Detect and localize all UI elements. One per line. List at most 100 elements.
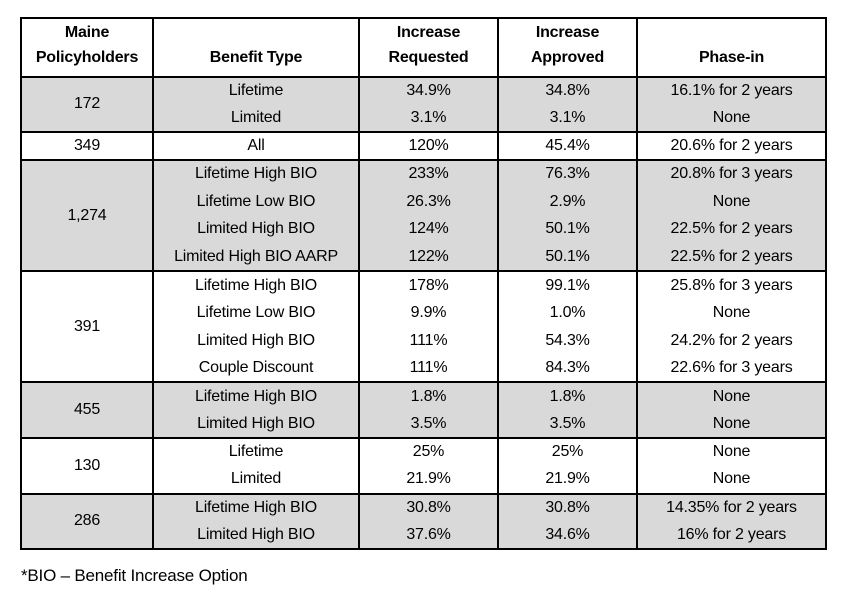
policyholders-cell: 286 <box>20 493 154 550</box>
phase-in-cell: 14.35% for 2 years <box>636 493 827 522</box>
increase-requested-cell: 37.6% <box>358 521 499 550</box>
policyholders-cell: 455 <box>20 382 154 438</box>
increase-approved-cell: 99.1% <box>497 271 638 299</box>
table-row: Limited 3.1% 3.1% None <box>21 104 827 133</box>
increase-requested-cell: 34.9% <box>358 76 499 105</box>
table-row: Limited High BIO 3.5% 3.5% None <box>21 410 827 438</box>
increase-requested-cell: 3.5% <box>358 410 499 438</box>
phase-in-cell: None <box>636 382 827 411</box>
table-row: 1,274 Lifetime High BIO 233% 76.3% 20.8% for… <box>20 159 827 272</box>
increase-requested-cell: 111% <box>358 326 499 355</box>
table-row: 172 Lifetime 34.9% 34.8% 16.1% for 2 years <box>20 76 827 133</box>
increase-approved-cell: 76.3% <box>497 159 638 188</box>
benefit-type-cell: Lifetime <box>152 76 360 105</box>
table-row: Limited 21.9% 21.9% None <box>21 465 827 494</box>
table-row: Couple Discount 111% 84.3% 22.6% for 3 year… <box>21 354 827 383</box>
table-row: Limited High BIO 37.6% 34.6% 16% for 2 year… <box>21 521 827 550</box>
benefit-type-cell: Couple Discount <box>152 354 360 383</box>
policyholder-group: 130 Lifetime 25% 25% None Limited 21.9% 21.9% No… <box>20 437 827 494</box>
increase-approved-cell: 45.4% <box>497 132 638 160</box>
col-header-benefit-type: Benefit Type <box>152 17 360 78</box>
phase-in-cell: 20.8% for 3 years <box>636 159 827 188</box>
increase-requested-cell: 9.9% <box>358 298 499 327</box>
table-header: Maine Policyholders Benefit Type Increase Re… <box>20 17 827 78</box>
increase-requested-cell: 26.3% <box>358 187 499 216</box>
benefit-type-cell: Lifetime <box>152 437 360 466</box>
benefit-type-cell: Lifetime High BIO <box>152 159 360 188</box>
increase-approved-cell: 25% <box>497 437 638 466</box>
phase-in-cell: None <box>636 465 827 494</box>
benefit-type-cell: Lifetime High BIO <box>152 382 360 411</box>
increase-requested-cell: 25% <box>358 437 499 466</box>
increase-approved-cell: 84.3% <box>497 354 638 383</box>
benefit-type-cell: Lifetime Low BIO <box>152 298 360 327</box>
policyholders-cell: 172 <box>20 76 154 133</box>
increase-approved-cell: 50.1% <box>497 243 638 272</box>
benefit-type-cell: Limited <box>152 465 360 494</box>
phase-in-cell: None <box>636 410 827 438</box>
benefit-type-cell: Lifetime High BIO <box>152 271 360 299</box>
increase-approved-cell: 54.3% <box>497 326 638 355</box>
policyholder-group: 391 Lifetime High BIO 178% 99.1% 25.8% for 3… <box>20 271 827 383</box>
col-header-phase-in: Phase-in <box>636 17 827 78</box>
table-row: Lifetime Low BIO 9.9% 1.0% None <box>21 298 827 327</box>
increase-approved-cell: 3.1% <box>497 104 638 133</box>
increase-requested-cell: 233% <box>358 159 499 188</box>
increase-requested-cell: 3.1% <box>358 104 499 133</box>
rate-increase-table: Maine Policyholders Benefit Type Increase Re… <box>20 17 827 551</box>
phase-in-cell: 16.1% for 2 years <box>636 76 827 105</box>
increase-requested-cell: 111% <box>358 354 499 383</box>
table-row: 349 All 120% 45.4% 20.6% for 2 years <box>20 132 827 160</box>
policyholder-group: 286 Lifetime High BIO 30.8% 30.8% 14.35% for… <box>20 493 827 550</box>
phase-in-cell: 22.5% for 2 years <box>636 243 827 272</box>
increase-requested-cell: 1.8% <box>358 382 499 411</box>
increase-approved-cell: 21.9% <box>497 465 638 494</box>
policyholders-cell: 349 <box>20 132 154 160</box>
benefit-type-cell: Limited High BIO AARP <box>152 243 360 272</box>
table-row: 286 Lifetime High BIO 30.8% 30.8% 14.35% for… <box>20 493 827 550</box>
phase-in-cell: 22.6% for 3 years <box>636 354 827 383</box>
phase-in-cell: None <box>636 298 827 327</box>
increase-requested-cell: 178% <box>358 271 499 299</box>
benefit-type-cell: Limited High BIO <box>152 215 360 244</box>
table-row: 391 Lifetime High BIO 178% 99.1% 25.8% for 3… <box>20 271 827 383</box>
policyholders-cell: 1,274 <box>20 159 154 272</box>
increase-approved-cell: 30.8% <box>497 493 638 522</box>
header-row: Maine Policyholders Benefit Type Increase Re… <box>20 17 827 78</box>
phase-in-cell: None <box>636 437 827 466</box>
phase-in-cell: 25.8% for 3 years <box>636 271 827 299</box>
increase-requested-cell: 30.8% <box>358 493 499 522</box>
increase-approved-cell: 50.1% <box>497 215 638 244</box>
bio-footnote: *BIO – Benefit Increase Option <box>21 566 248 585</box>
benefit-type-cell: Limited High BIO <box>152 410 360 438</box>
table-row: 455 Lifetime High BIO 1.8% 1.8% None <box>20 382 827 438</box>
increase-requested-cell: 122% <box>358 243 499 272</box>
benefit-type-cell: All <box>152 132 360 160</box>
phase-in-cell: None <box>636 187 827 216</box>
table-row: 130 Lifetime 25% 25% None <box>20 437 827 494</box>
increase-approved-cell: 34.8% <box>497 76 638 105</box>
policyholder-group: 172 Lifetime 34.9% 34.8% 16.1% for 2 years Li… <box>20 76 827 133</box>
table-row: Lifetime Low BIO 26.3% 2.9% None <box>21 187 827 216</box>
increase-approved-cell: 1.0% <box>497 298 638 327</box>
benefit-type-cell: Limited High BIO <box>152 521 360 550</box>
policyholder-group: 349 All 120% 45.4% 20.6% for 2 years <box>20 132 827 160</box>
table-row: Limited High BIO 111% 54.3% 24.2% for 2 yea… <box>21 326 827 355</box>
benefit-type-cell: Limited <box>152 104 360 133</box>
increase-approved-cell: 2.9% <box>497 187 638 216</box>
benefit-type-cell: Lifetime High BIO <box>152 493 360 522</box>
phase-in-cell: 22.5% for 2 years <box>636 215 827 244</box>
increase-approved-cell: 1.8% <box>497 382 638 411</box>
policyholder-group: 1,274 Lifetime High BIO 233% 76.3% 20.8% for… <box>20 159 827 272</box>
col-header-increase-requested: Increase Requested <box>358 17 499 78</box>
increase-requested-cell: 124% <box>358 215 499 244</box>
table-row: Limited High BIO 124% 50.1% 22.5% for 2 yea… <box>21 215 827 244</box>
increase-approved-cell: 34.6% <box>497 521 638 550</box>
increase-approved-cell: 3.5% <box>497 410 638 438</box>
increase-requested-cell: 120% <box>358 132 499 160</box>
benefit-type-cell: Lifetime Low BIO <box>152 187 360 216</box>
phase-in-cell: None <box>636 104 827 133</box>
policyholder-group: 455 Lifetime High BIO 1.8% 1.8% None Limited … <box>20 382 827 438</box>
policyholders-cell: 130 <box>20 437 154 494</box>
phase-in-cell: 24.2% for 2 years <box>636 326 827 355</box>
